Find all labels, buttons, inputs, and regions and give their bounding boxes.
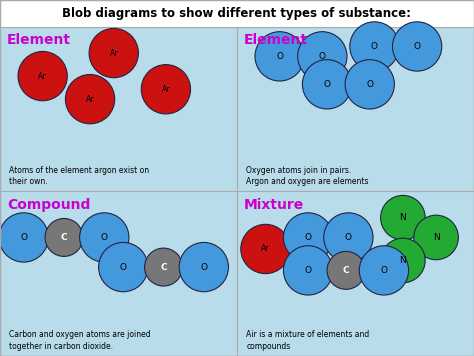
Text: Ar: Ar (38, 72, 47, 80)
Ellipse shape (392, 22, 442, 71)
Text: O: O (305, 266, 311, 275)
Ellipse shape (381, 238, 425, 283)
Text: C: C (61, 233, 67, 242)
Text: Ar: Ar (261, 245, 270, 253)
Text: Ar: Ar (86, 95, 94, 104)
Text: Ar: Ar (109, 48, 118, 58)
Ellipse shape (381, 195, 425, 240)
Text: O: O (120, 263, 127, 272)
Text: C: C (160, 263, 167, 272)
Text: Oxygen atoms join in pairs.
Argon and oxygen are elements: Oxygen atoms join in pairs. Argon and ox… (246, 166, 369, 187)
Text: Blob diagrams to show different types of substance:: Blob diagrams to show different types of… (63, 7, 411, 20)
Ellipse shape (241, 224, 290, 274)
Ellipse shape (145, 248, 182, 286)
Text: Element: Element (7, 33, 71, 47)
Text: O: O (381, 266, 387, 275)
Text: Element: Element (244, 33, 308, 47)
Ellipse shape (283, 246, 333, 295)
Text: O: O (345, 233, 352, 242)
Text: Air is a mixture of elements and
compounds: Air is a mixture of elements and compoun… (246, 330, 370, 351)
Text: N: N (400, 213, 406, 222)
Text: O: O (101, 233, 108, 242)
Ellipse shape (18, 52, 67, 101)
Text: O: O (319, 52, 326, 61)
Bar (237, 192, 474, 356)
Text: O: O (305, 233, 311, 242)
Text: O: O (366, 80, 373, 89)
Text: O: O (371, 42, 378, 51)
Text: Mixture: Mixture (244, 198, 304, 212)
Ellipse shape (298, 32, 347, 81)
Ellipse shape (283, 213, 333, 262)
Text: Compound: Compound (7, 198, 91, 212)
Ellipse shape (45, 219, 83, 256)
Ellipse shape (179, 242, 228, 292)
Bar (0, 192, 237, 356)
Bar (237, 27, 474, 192)
Bar (0, 0, 474, 27)
Ellipse shape (324, 213, 373, 262)
Text: N: N (433, 233, 439, 242)
Text: O: O (276, 52, 283, 61)
Ellipse shape (255, 32, 304, 81)
Text: O: O (324, 80, 330, 89)
Text: Carbon and oxygen atoms are joined
together in carbon dioxide.: Carbon and oxygen atoms are joined toget… (9, 330, 151, 351)
Text: O: O (414, 42, 420, 51)
Text: C: C (343, 266, 349, 275)
Ellipse shape (345, 60, 394, 109)
Text: O: O (20, 233, 27, 242)
Ellipse shape (141, 65, 191, 114)
Ellipse shape (414, 215, 458, 260)
Text: O: O (201, 263, 207, 272)
Ellipse shape (350, 22, 399, 71)
Text: N: N (400, 256, 406, 265)
Ellipse shape (327, 251, 365, 289)
Ellipse shape (99, 242, 148, 292)
Ellipse shape (80, 213, 129, 262)
Ellipse shape (0, 213, 48, 262)
Ellipse shape (65, 74, 115, 124)
Bar (0, 27, 237, 192)
Ellipse shape (89, 28, 138, 78)
Ellipse shape (302, 60, 352, 109)
Text: Ar: Ar (162, 85, 170, 94)
Text: Atoms of the element argon exist on
their own.: Atoms of the element argon exist on thei… (9, 166, 150, 187)
Ellipse shape (359, 246, 409, 295)
